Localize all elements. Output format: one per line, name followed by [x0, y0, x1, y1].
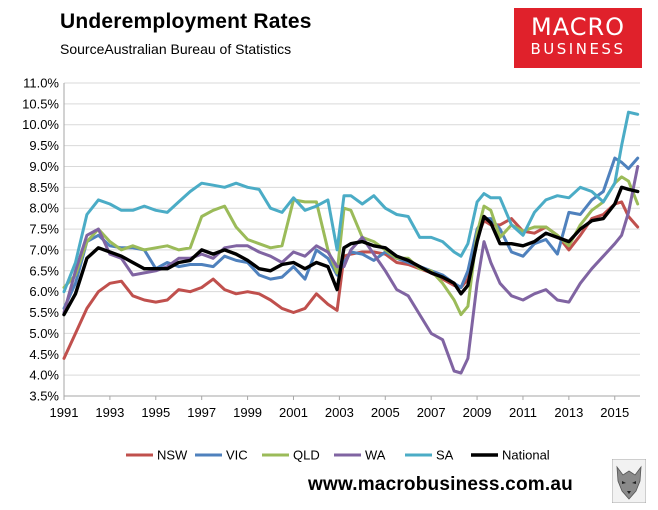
legend-label-wa: WA	[365, 448, 386, 463]
legend-label-sa: SA	[436, 448, 454, 463]
y-tick-label: 11.0%	[23, 76, 59, 91]
chart-series-lines	[62, 110, 640, 375]
x-tick-label: 2011	[509, 405, 537, 420]
x-tick-label: 1997	[187, 405, 216, 420]
x-tick-label: 2005	[371, 405, 400, 420]
x-tick-label: 2015	[600, 405, 629, 420]
y-tick-label: 6.5%	[29, 263, 59, 278]
y-tick-label: 7.5%	[29, 222, 59, 237]
y-tick-label: 7.0%	[29, 242, 59, 257]
y-tick-label: 6.0%	[29, 284, 59, 299]
series-line-wa	[62, 165, 640, 375]
series-line-nsw	[62, 200, 640, 360]
macrobusiness-logo: MACRO BUSINESS	[514, 8, 642, 68]
series-line-vic	[62, 156, 640, 310]
y-tick-label: 8.0%	[29, 201, 59, 216]
logo-line2: BUSINESS	[530, 40, 626, 58]
legend-label-qld: QLD	[293, 448, 320, 463]
x-tick-label: 2007	[417, 405, 446, 420]
y-tick-label: 8.5%	[29, 180, 59, 195]
series-line-sa	[62, 110, 640, 294]
x-tick-label: 1991	[50, 405, 79, 420]
x-tick-label: 2001	[279, 405, 308, 420]
y-tick-label: 10.5%	[22, 96, 59, 111]
y-tick-label: 5.5%	[29, 305, 59, 320]
legend-label-national: National	[502, 448, 550, 463]
y-tick-label: 9.5%	[29, 138, 59, 153]
y-tick-label: 5.0%	[29, 326, 59, 341]
x-tick-label: 2003	[325, 405, 354, 420]
x-tick-label: 2009	[463, 405, 492, 420]
x-tick-label: 2013	[554, 405, 583, 420]
y-tick-label: 9.0%	[29, 159, 59, 174]
x-tick-label: 1993	[95, 405, 124, 420]
x-tick-label: 1999	[233, 405, 262, 420]
wolf-icon	[612, 459, 646, 503]
series-line-national	[62, 185, 640, 317]
y-tick-label: 10.0%	[22, 117, 59, 132]
chart-title: Underemployment Rates	[60, 10, 312, 33]
chart-subtitle: SourceAustralian Bureau of Statistics	[60, 41, 292, 57]
y-tick-label: 4.0%	[29, 368, 59, 383]
chart-gridlines	[63, 82, 640, 400]
y-tick-label: 3.5%	[29, 389, 59, 404]
legend-label-vic: VIC	[226, 448, 248, 463]
legend-label-nsw: NSW	[157, 448, 188, 463]
chart-legend: NSW VIC QLD WA SA National	[126, 448, 550, 463]
logo-line1: MACRO	[530, 13, 626, 41]
y-axis-tick-labels: 3.5% 4.0% 4.5% 5.0% 5.5% 6.0% 6.5% 7.0% 7.5% 8.0%…	[22, 76, 59, 404]
x-axis-tick-labels: 1991 1993 1995 1997 1999 2001 2003 2005 2007 2009…	[50, 405, 630, 420]
website-url: www.macrobusiness.com.au	[308, 474, 573, 495]
y-tick-label: 4.5%	[29, 347, 59, 362]
x-tick-label: 1995	[141, 405, 170, 420]
